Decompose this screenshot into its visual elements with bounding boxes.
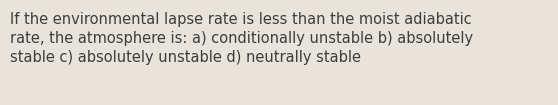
Text: rate, the atmosphere is: a) conditionally unstable b) absolutely: rate, the atmosphere is: a) conditionall… <box>10 31 473 46</box>
Text: If the environmental lapse rate is less than the moist adiabatic: If the environmental lapse rate is less … <box>10 12 472 27</box>
Text: stable c) absolutely unstable d) neutrally stable: stable c) absolutely unstable d) neutral… <box>10 50 361 65</box>
